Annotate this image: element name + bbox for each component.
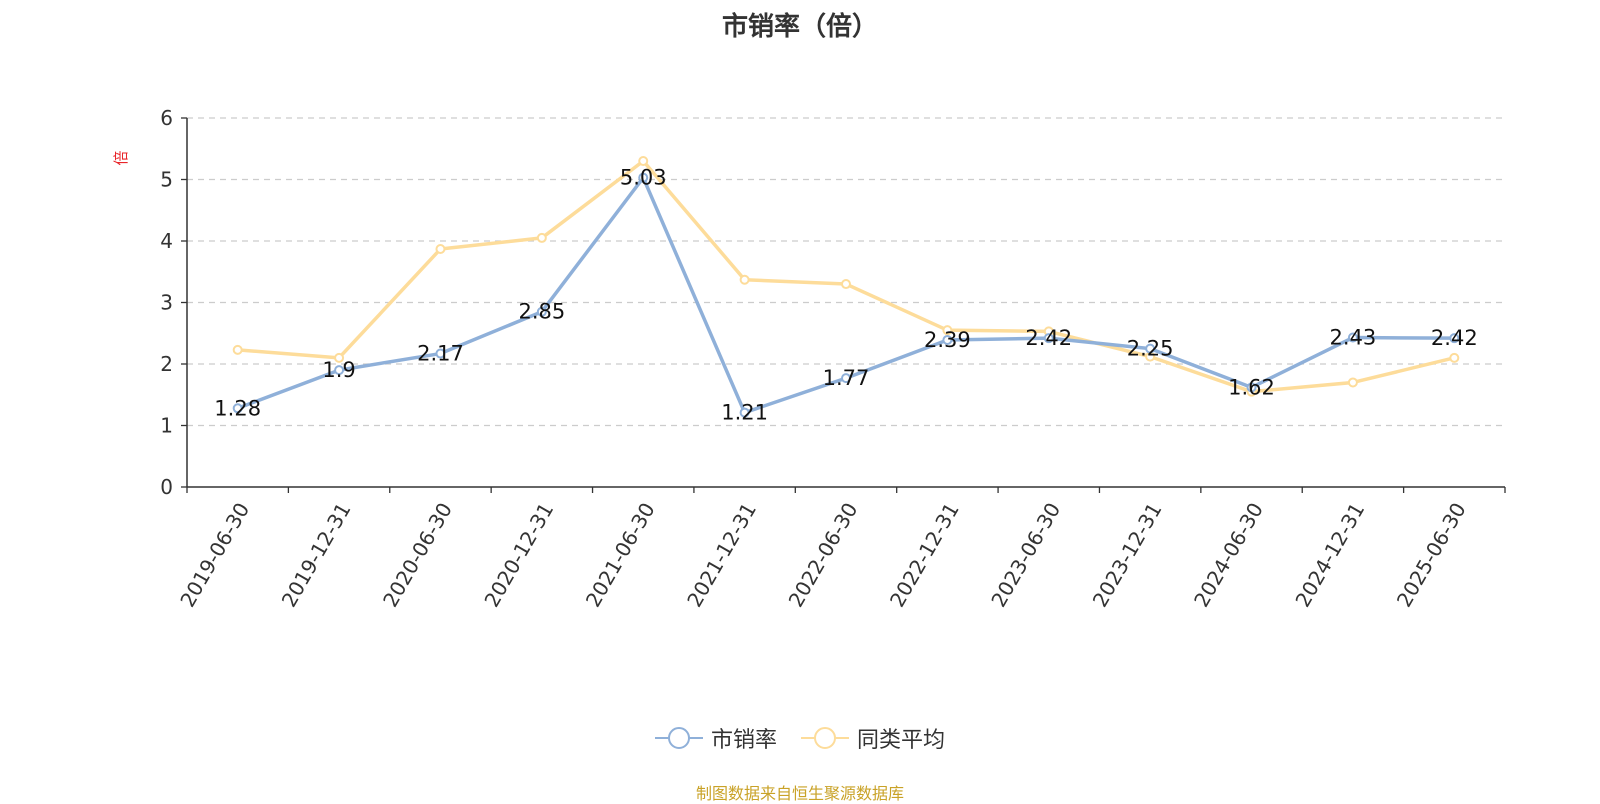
series-2-point <box>739 274 750 285</box>
legend-label-series-2: 同类平均 <box>857 728 946 753</box>
y-tick-label: 6 <box>160 106 173 130</box>
data-label: 2.42 <box>1431 326 1478 350</box>
x-tick-label: 2021-12-31 <box>682 499 761 612</box>
series-1-point <box>536 306 547 317</box>
x-tick-label: 2019-12-31 <box>277 499 356 612</box>
series-2-point <box>942 325 953 336</box>
y-tick-label: 3 <box>160 291 173 315</box>
x-tick-label: 2023-12-31 <box>1088 499 1167 612</box>
x-tick-label: 2024-12-31 <box>1290 499 1369 612</box>
series-2-point <box>1449 352 1460 363</box>
data-label: 5.03 <box>620 166 667 190</box>
x-tick-label: 2021-06-30 <box>581 499 660 612</box>
y-tick-label: 4 <box>160 229 173 253</box>
series <box>232 156 1460 418</box>
data-label: 1.28 <box>214 396 261 420</box>
y-tick-label: 1 <box>160 414 173 438</box>
data-label: 1.62 <box>1228 375 1275 399</box>
y-tick-label: 5 <box>160 168 173 192</box>
series-2-point <box>232 344 243 355</box>
legend-item-series-1[interactable]: 市销率 <box>654 722 777 754</box>
series-2-point <box>841 279 851 290</box>
series-1-point <box>1347 332 1358 343</box>
data-label: 2.25 <box>1127 337 1174 361</box>
axes: 0 1 2 3 4 5 6 2019-06-30 2019-12-31 2020-06-30 202… <box>160 106 1506 612</box>
x-tick-label: 2024-06-30 <box>1189 499 1268 612</box>
series-2-point <box>334 352 345 363</box>
series-1-point <box>1246 382 1257 393</box>
series-2-point <box>536 232 547 243</box>
data-label: 2.42 <box>1025 326 1072 350</box>
series-1-point <box>638 172 649 183</box>
data-labels: 1.28 1.9 2.17 2.85 5.03 1.21 1.77 2.39 2.42 2.25 1… <box>214 166 1477 425</box>
series-1-point <box>739 407 750 418</box>
x-tick-label: 2023-06-30 <box>986 499 1065 612</box>
legend: 市销率 同类平均 <box>0 722 1600 754</box>
circle-line-legend-icon <box>654 727 703 749</box>
data-label: 2.85 <box>518 300 565 324</box>
y-tick-label: 2 <box>160 352 173 376</box>
data-label: 1.9 <box>322 358 355 382</box>
data-label: 1.21 <box>721 401 768 425</box>
circle-line-legend-icon <box>801 727 849 749</box>
data-label: 1.77 <box>823 366 870 390</box>
series-2-point <box>638 156 649 167</box>
series-1-point <box>1145 343 1156 354</box>
series-1-point <box>232 403 243 414</box>
data-label: 2.43 <box>1330 326 1377 350</box>
x-tick-label: 2022-06-30 <box>784 499 863 612</box>
x-tick-label: 2022-12-31 <box>885 499 964 612</box>
x-tick-label: 2019-06-30 <box>175 499 254 612</box>
data-label: 2.39 <box>924 328 971 352</box>
series-1-point <box>1043 333 1054 344</box>
series-1-point <box>1449 333 1460 344</box>
series-1-point <box>942 335 953 346</box>
chart-title: 市销率（倍） <box>721 12 878 42</box>
y-axis-unit-label: 倍 <box>112 150 130 165</box>
x-tick-label: 2020-12-31 <box>479 499 558 612</box>
series-2-point <box>1347 377 1358 388</box>
series-1-point <box>334 365 345 376</box>
x-tick-label: 2020-06-30 <box>378 499 457 612</box>
legend-item-series-2[interactable]: 同类平均 <box>801 722 945 754</box>
data-label: 2.17 <box>417 342 464 366</box>
series-2-point <box>435 243 446 254</box>
source-note: 制图数据来自恒生聚源数据库 <box>695 784 904 803</box>
series-1-point <box>841 373 851 384</box>
x-tick-label: 2025-06-30 <box>1392 499 1471 612</box>
legend-label-series-1: 市销率 <box>710 728 777 753</box>
series-1-point <box>435 348 446 359</box>
y-tick-label: 0 <box>160 475 173 499</box>
